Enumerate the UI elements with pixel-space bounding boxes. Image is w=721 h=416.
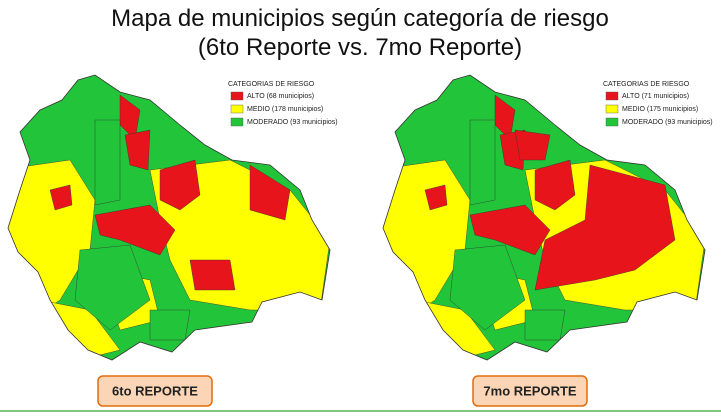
legend-title: CATEGORIAS DE RIESGO — [228, 81, 315, 88]
region — [534, 164, 676, 291]
legend-swatch — [605, 91, 619, 101]
region — [149, 309, 191, 341]
region — [449, 244, 526, 331]
report-label: 6to REPORTE — [112, 383, 198, 398]
legend-title: CATEGORIAS DE RIESGO — [603, 81, 690, 88]
region — [514, 129, 551, 161]
legend-label: MEDIO (178 municipios) — [247, 106, 323, 113]
map: CATEGORIAS DE RIESGO ALTO (71 municipios)… — [382, 74, 713, 407]
legend-swatch — [230, 104, 244, 114]
legend-label: MODERADO (93 municipios) — [622, 119, 713, 126]
legend-label: MODERADO (93 municipios) — [247, 119, 338, 126]
map: CATEGORIAS DE RIESGO ALTO (68 municipios)… — [7, 74, 338, 407]
legend-label: MEDIO (175 municipios) — [622, 106, 698, 113]
region — [534, 159, 576, 211]
legend-swatch — [230, 91, 244, 101]
region — [49, 184, 73, 211]
region — [94, 204, 176, 256]
legend-swatch — [605, 104, 619, 114]
region — [469, 119, 496, 206]
country-outline — [7, 74, 331, 361]
report-badge — [472, 375, 588, 407]
legend-label: ALTO (68 municipios) — [247, 93, 314, 100]
region — [189, 259, 236, 291]
region — [159, 159, 201, 211]
region — [74, 244, 151, 331]
region — [469, 204, 551, 256]
report-label: 7mo REPORTE — [483, 383, 577, 398]
region — [395, 292, 409, 306]
title-line: Mapa de municipios según categoría de ri… — [111, 5, 609, 32]
report-badge — [97, 375, 213, 407]
region — [94, 119, 121, 206]
region — [249, 164, 291, 221]
legend-swatch — [605, 117, 619, 127]
region — [524, 309, 566, 341]
region — [299, 319, 330, 351]
country-outline — [382, 74, 706, 361]
title-line: (6to Reporte vs. 7mo Reporte) — [198, 34, 522, 61]
region — [424, 184, 448, 211]
region — [124, 129, 151, 171]
legend-label: ALTO (71 municipios) — [622, 93, 689, 100]
region — [674, 319, 705, 351]
region — [20, 292, 34, 306]
legend-swatch — [230, 117, 244, 127]
